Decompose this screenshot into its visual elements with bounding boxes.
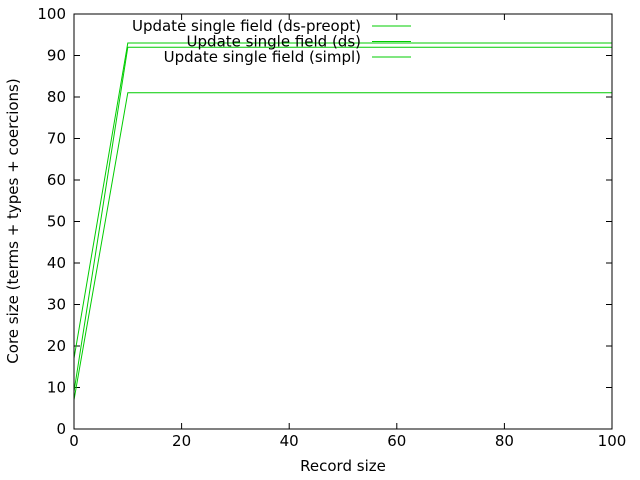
series-lines bbox=[73, 42, 612, 400]
y-tick-label: 50 bbox=[47, 213, 66, 231]
legend-label: Update single field (ds-preopt) bbox=[132, 17, 361, 35]
x-axis-title: Record size bbox=[300, 457, 386, 475]
legend: Update single field (ds-preopt)Update si… bbox=[132, 17, 411, 66]
y-tick-label: 100 bbox=[37, 5, 66, 23]
y-tick-label: 90 bbox=[47, 47, 66, 65]
series-line bbox=[73, 42, 612, 359]
x-tick-label: 80 bbox=[495, 432, 514, 450]
series-line bbox=[73, 92, 612, 400]
y-axis-title: Core size (terms + types + coercions) bbox=[4, 78, 22, 363]
y-tick-label: 70 bbox=[47, 130, 66, 148]
plot-frame bbox=[73, 13, 613, 430]
x-tick-label: 0 bbox=[69, 432, 79, 450]
series-line bbox=[73, 46, 612, 392]
legend-label: Update single field (ds) bbox=[187, 33, 361, 51]
y-tick-label: 30 bbox=[47, 296, 66, 314]
y-tick-label: 60 bbox=[47, 171, 66, 189]
y-tick-label: 20 bbox=[47, 337, 66, 355]
y-tick-label: 10 bbox=[47, 379, 66, 397]
y-tick-label: 40 bbox=[47, 254, 66, 272]
y-tick-label: 80 bbox=[47, 88, 66, 106]
x-tick-label: 20 bbox=[172, 432, 191, 450]
y-tick-label: 0 bbox=[56, 420, 66, 438]
legend-label: Update single field (simpl) bbox=[164, 48, 361, 66]
x-tick-label: 60 bbox=[387, 432, 406, 450]
x-tick-label: 40 bbox=[280, 432, 299, 450]
x-tick-label: 100 bbox=[598, 432, 627, 450]
axis-ticks: 0 20 40 60 80 100 0 10 20 30 40 50 60 70 80 90 100 bbox=[37, 5, 626, 450]
